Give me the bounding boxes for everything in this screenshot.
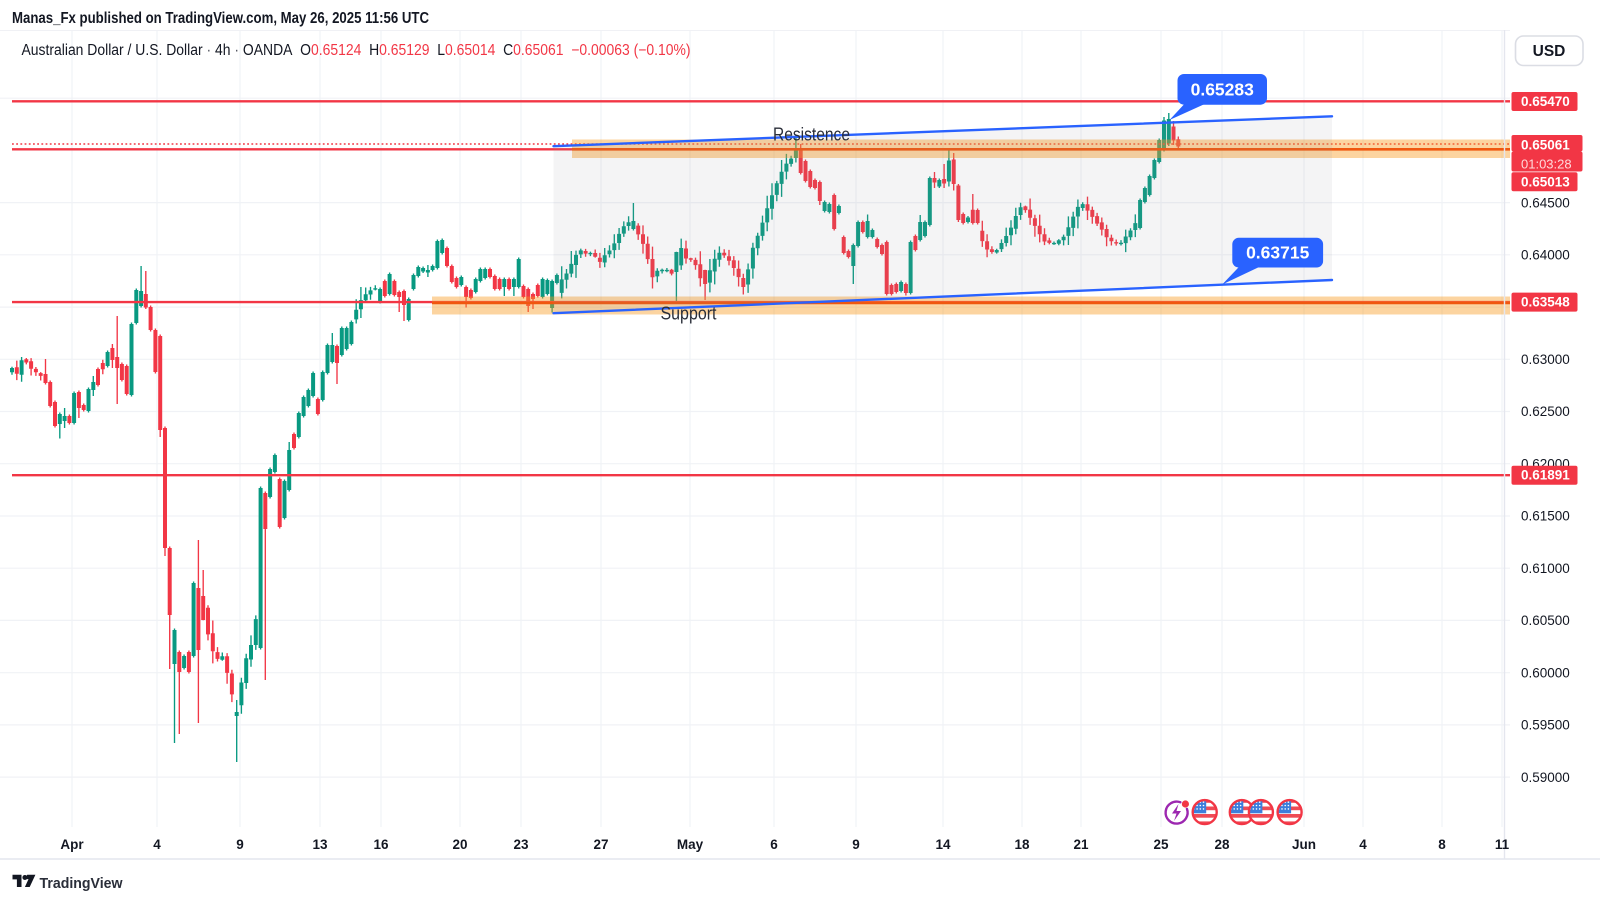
svg-text:13: 13 bbox=[312, 837, 328, 852]
svg-text:16: 16 bbox=[373, 837, 389, 852]
svg-text:0.60000: 0.60000 bbox=[1521, 665, 1570, 680]
svg-text:18: 18 bbox=[1014, 837, 1030, 852]
svg-text:0.62500: 0.62500 bbox=[1521, 404, 1570, 419]
svg-text:0.64000: 0.64000 bbox=[1521, 248, 1570, 263]
svg-text:0.63000: 0.63000 bbox=[1521, 352, 1570, 367]
svg-text:8: 8 bbox=[1438, 837, 1446, 852]
svg-text:0.63715: 0.63715 bbox=[1246, 243, 1310, 263]
svg-text:21: 21 bbox=[1073, 837, 1089, 852]
svg-text:0.59500: 0.59500 bbox=[1521, 718, 1570, 733]
svg-text:11: 11 bbox=[1495, 837, 1510, 852]
svg-text:May: May bbox=[677, 837, 704, 852]
svg-text:4: 4 bbox=[1359, 837, 1367, 852]
svg-text:6: 6 bbox=[770, 837, 778, 852]
svg-text:20: 20 bbox=[452, 837, 467, 852]
svg-text:Apr: Apr bbox=[60, 837, 84, 852]
svg-text:28: 28 bbox=[1214, 837, 1230, 852]
svg-text:TradingView: TradingView bbox=[40, 875, 123, 892]
svg-text:Manas_Fx published on TradingV: Manas_Fx published on TradingView.com, M… bbox=[12, 10, 429, 27]
svg-text:23: 23 bbox=[513, 837, 529, 852]
svg-text:Resistence: Resistence bbox=[773, 125, 850, 145]
svg-text:0.64500: 0.64500 bbox=[1521, 195, 1570, 210]
svg-text:0.65061: 0.65061 bbox=[1521, 138, 1570, 153]
svg-text:0.65470: 0.65470 bbox=[1521, 94, 1570, 109]
svg-text:9: 9 bbox=[236, 837, 244, 852]
svg-text:9: 9 bbox=[852, 837, 860, 852]
svg-text:Support: Support bbox=[661, 304, 717, 324]
svg-text:0.63548: 0.63548 bbox=[1521, 295, 1570, 310]
svg-text:Australian Dollar / U.S. Dolla: Australian Dollar / U.S. Dollar · 4h · O… bbox=[22, 42, 691, 59]
svg-text:27: 27 bbox=[593, 837, 608, 852]
svg-text:Jun: Jun bbox=[1292, 837, 1316, 852]
svg-text:0.60500: 0.60500 bbox=[1521, 613, 1570, 628]
svg-text:0.61500: 0.61500 bbox=[1521, 509, 1570, 524]
svg-text:USD: USD bbox=[1533, 43, 1566, 60]
svg-text:0.65013: 0.65013 bbox=[1521, 174, 1570, 189]
svg-text:0.61000: 0.61000 bbox=[1521, 561, 1570, 576]
svg-text:0.59000: 0.59000 bbox=[1521, 770, 1570, 785]
svg-text:14: 14 bbox=[935, 837, 951, 852]
svg-text:4: 4 bbox=[153, 837, 161, 852]
svg-text:01:03:28: 01:03:28 bbox=[1521, 156, 1572, 171]
svg-text:0.61891: 0.61891 bbox=[1521, 468, 1570, 483]
svg-text:25: 25 bbox=[1153, 837, 1169, 852]
svg-text:0.65283: 0.65283 bbox=[1191, 79, 1255, 99]
